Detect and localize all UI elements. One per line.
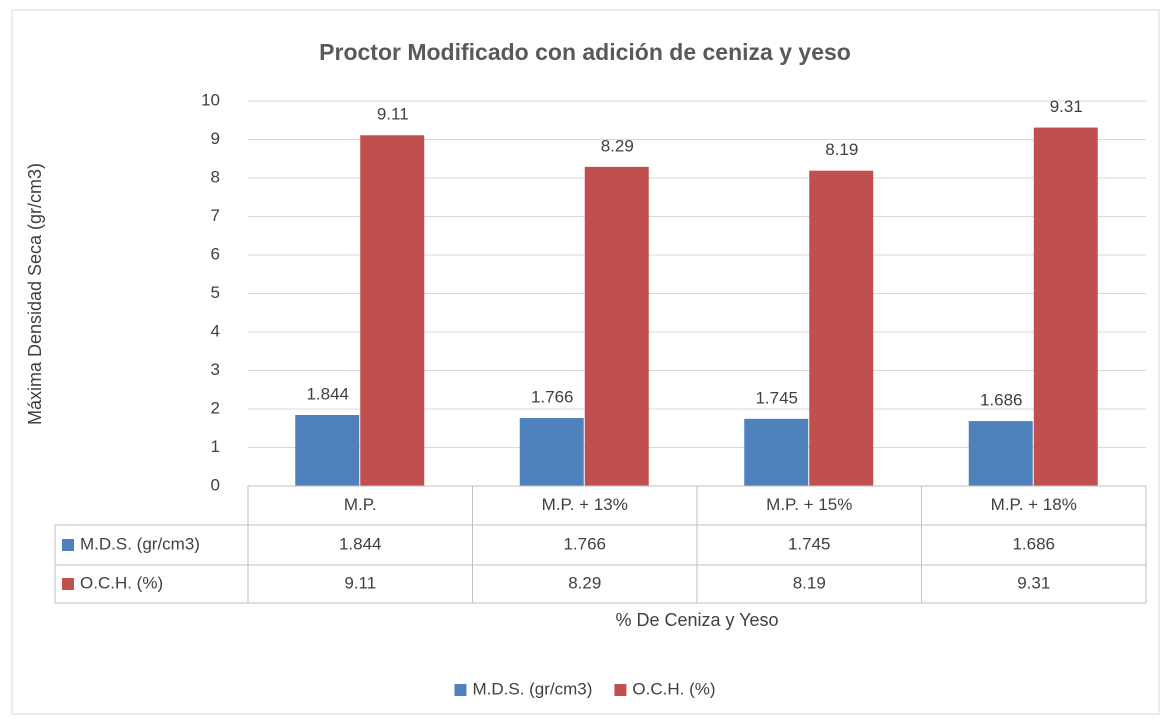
x-tick-label: M.P. + 15% [766,495,852,514]
data-label: 9.11 [377,105,409,124]
data-label: 1.686 [980,391,1023,410]
bar [809,170,874,486]
data-label: 8.29 [601,136,634,155]
y-tick-label: 0 [211,475,220,494]
y-tick-label: 9 [211,129,220,148]
legend-key [454,684,467,696]
y-axis-title: Máxima Densidad Seca (gr/cm3) [25,163,45,425]
legend-label: M.D.S. (gr/cm3) [472,679,592,698]
bar [744,418,809,486]
table-cell: 1.766 [563,534,606,553]
table-row-label: M.D.S. (gr/cm3) [80,534,200,553]
table-cell: 8.19 [793,573,826,592]
table-cell: 8.29 [568,573,601,592]
table-cell: 1.745 [788,534,831,553]
legend-key [614,684,627,696]
y-tick-label: 1 [211,437,220,456]
y-tick-label: 8 [211,167,220,186]
chart-title: Proctor Modificado con adición de ceniza… [319,39,851,65]
bar [1033,127,1098,486]
y-tick-label: 7 [211,206,220,225]
table-legend-key [62,578,74,590]
bar [968,421,1033,486]
data-label: 9.31 [1050,97,1083,116]
data-label: 1.745 [755,388,798,407]
x-tick-label: M.P. + 18% [991,495,1077,514]
y-tick-label: 2 [211,398,220,417]
data-label: 1.844 [306,384,349,403]
table-cell: 1.844 [339,534,382,553]
bar [295,415,360,486]
x-tick-label: M.P. [344,495,377,514]
y-tick-label: 3 [211,360,220,379]
bar [360,135,425,486]
table-cell: 1.686 [1012,534,1055,553]
y-tick-label: 4 [211,321,220,340]
table-cell: 9.11 [344,573,376,592]
table-cell: 9.31 [1017,573,1050,592]
bar [519,418,584,486]
table-row-label: O.C.H. (%) [80,573,163,592]
legend-label: O.C.H. (%) [632,679,715,698]
legend: M.D.S. (gr/cm3) O.C.H. (%) [454,679,716,698]
y-tick-label: 5 [211,283,220,302]
table-legend-key [62,539,74,551]
bar [584,166,649,486]
data-label: 8.19 [825,140,858,159]
x-axis-title: % De Ceniza y Yeso [615,610,778,630]
data-label: 1.766 [531,387,574,406]
y-tick-label: 10 [201,90,220,109]
y-tick-label: 6 [211,244,220,263]
x-tick-label: M.P. + 13% [542,495,628,514]
